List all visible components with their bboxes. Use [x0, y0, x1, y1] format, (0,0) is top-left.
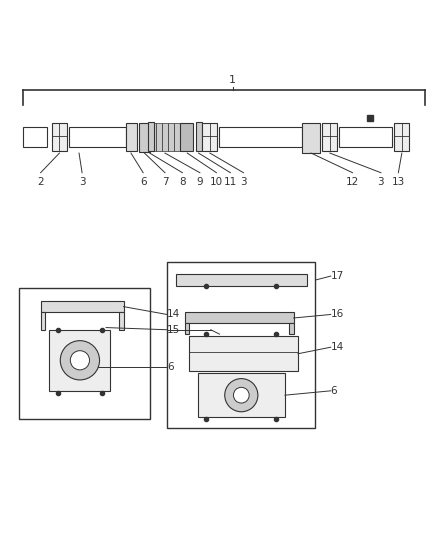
Text: 7: 7 [161, 177, 168, 187]
Bar [119, 312, 123, 330]
Bar [195, 122, 201, 151]
Bar [155, 123, 162, 151]
Bar [201, 123, 217, 151]
Bar [174, 123, 180, 151]
Bar [180, 123, 193, 151]
Bar [184, 323, 188, 334]
Bar [49, 330, 110, 391]
Bar [147, 122, 154, 151]
Bar [69, 127, 125, 147]
Text: 17: 17 [330, 271, 343, 281]
Bar [168, 123, 174, 151]
Text: 3: 3 [377, 177, 383, 187]
Text: 1: 1 [229, 76, 236, 85]
Bar [125, 123, 136, 151]
Circle shape [60, 341, 99, 380]
Bar [188, 336, 297, 371]
Text: 9: 9 [196, 177, 203, 187]
Bar [289, 323, 293, 334]
Text: 6: 6 [167, 362, 173, 372]
Text: 10: 10 [209, 177, 223, 187]
Bar [321, 123, 336, 151]
Circle shape [70, 351, 89, 370]
Text: 15: 15 [167, 325, 180, 335]
Text: 14: 14 [330, 342, 343, 352]
Bar [138, 123, 149, 152]
Text: 12: 12 [345, 177, 358, 187]
Bar [219, 127, 302, 147]
Bar [23, 127, 47, 147]
Text: 6: 6 [330, 386, 336, 396]
Bar [393, 123, 408, 151]
Bar [184, 312, 293, 323]
Text: 6: 6 [140, 177, 146, 187]
Bar [162, 123, 168, 151]
Text: 8: 8 [179, 177, 185, 187]
Circle shape [233, 387, 249, 403]
Text: 3: 3 [240, 177, 246, 187]
Bar [41, 301, 123, 312]
Bar [339, 127, 391, 147]
Circle shape [224, 378, 257, 412]
Bar [51, 123, 67, 151]
Bar [19, 288, 149, 419]
Bar [197, 374, 284, 417]
Bar [176, 274, 306, 286]
Text: 16: 16 [330, 310, 343, 319]
Bar [167, 262, 315, 428]
Text: 11: 11 [223, 177, 237, 187]
Text: 13: 13 [391, 177, 404, 187]
Text: 2: 2 [37, 177, 44, 187]
Text: 3: 3 [78, 177, 85, 187]
Bar [302, 123, 319, 153]
Bar [149, 123, 155, 151]
Text: 14: 14 [167, 310, 180, 319]
Bar [41, 312, 45, 330]
